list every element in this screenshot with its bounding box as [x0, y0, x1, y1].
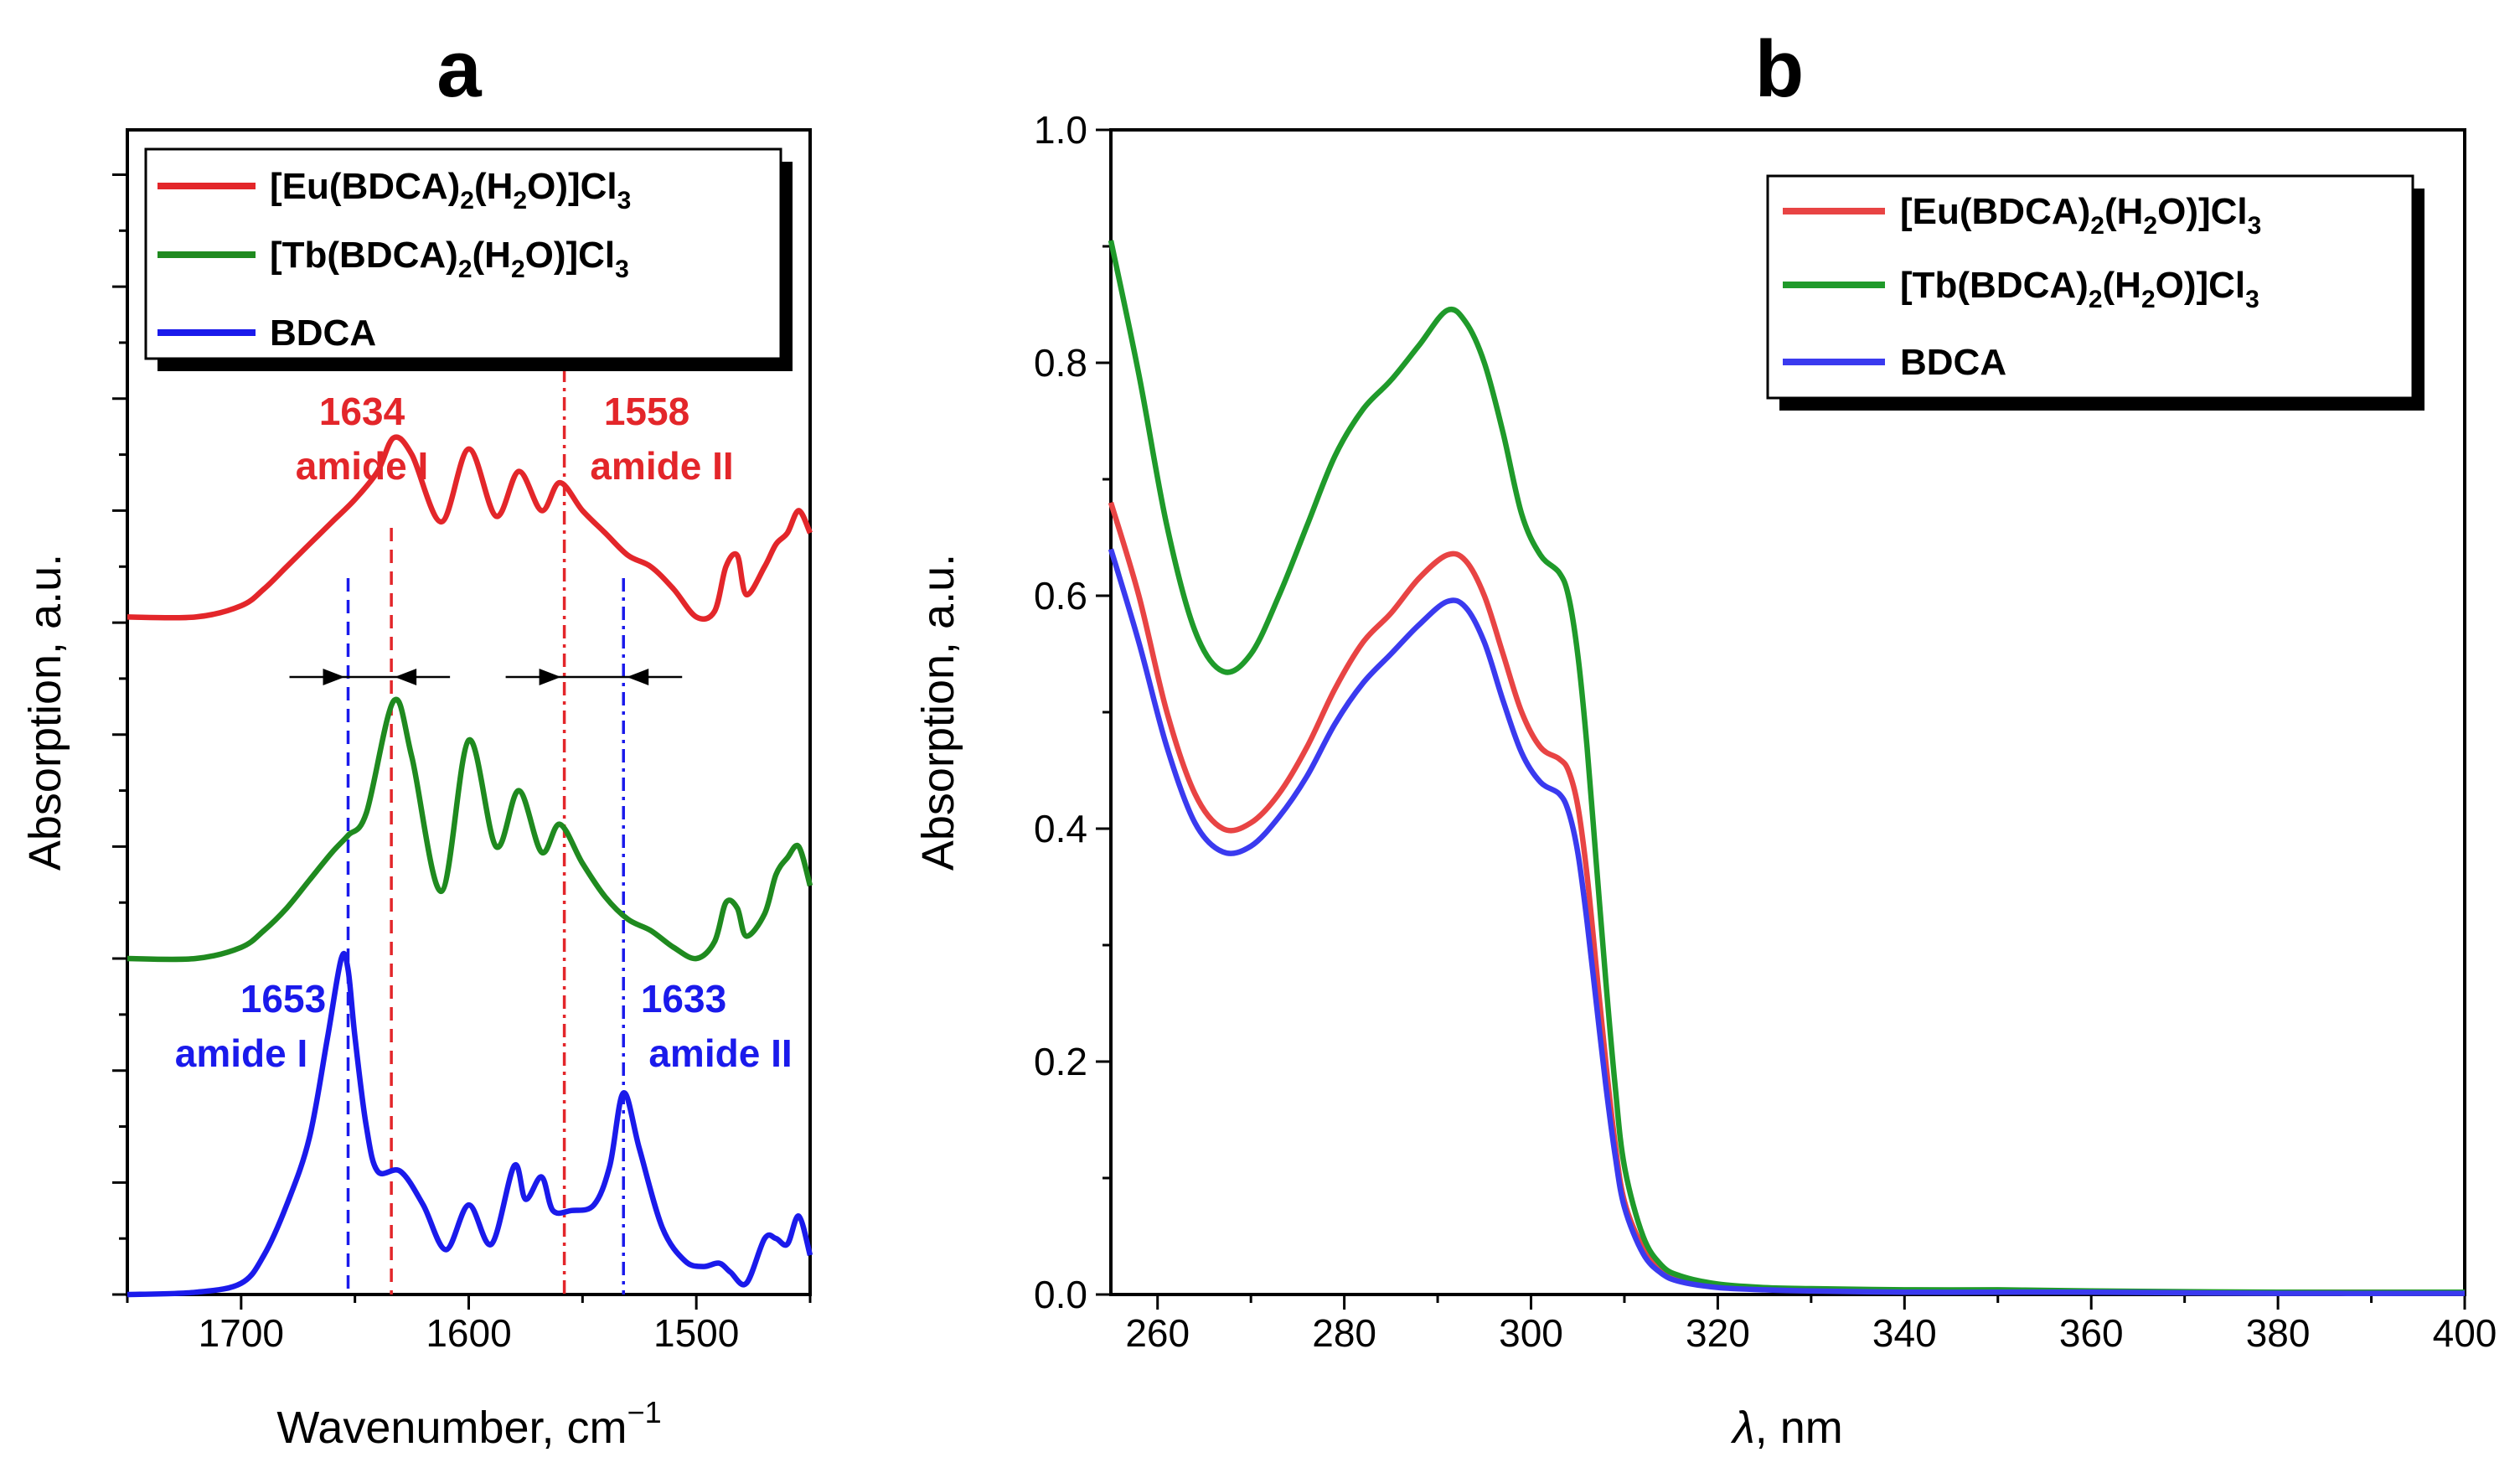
legend-a-label-eu: [Eu(BDCA)2(H2O)]Cl3	[270, 166, 631, 214]
annotation-eu-amide-i-value: 1634	[319, 390, 405, 433]
panel-b-y-ticks: 0.0 0.2 0.4 0.6 0.8 1.0	[1034, 108, 1111, 1316]
annotation-eu-amide-i-label: amide I	[296, 444, 429, 488]
legend-a-label-tb: [Tb(BDCA)2(H2O)]Cl3	[270, 235, 629, 283]
panel-a-legend: [Eu(BDCA)2(H2O)]Cl3 [Tb(BDCA)2(H2O)]Cl3 …	[144, 147, 793, 371]
panel-b-x-tick-label: 300	[1499, 1311, 1563, 1355]
panel-a: a 1700 1600 1500 1634 amide I 1558 amide I…	[20, 24, 813, 1453]
panel-b-y-tick-label: 0.2	[1034, 1040, 1087, 1083]
panel-b-series	[1108, 240, 2466, 1296]
panel-b-x-ticks: 260 280 300 320 340 360 380 400	[1125, 1295, 2497, 1355]
panel-a-series-bdca	[127, 951, 813, 1298]
panel-b-x-axis-title: λ, nm	[1730, 1403, 1843, 1453]
panel-b-y-tick-label: 0.4	[1034, 807, 1087, 850]
panel-b-series-bdca	[1108, 548, 2466, 1296]
panel-b-y-tick-label: 0.8	[1034, 341, 1087, 385]
shift-arrow-2	[505, 669, 683, 685]
panel-a-shift-arrows	[289, 669, 683, 685]
legend-b-label-eu: [Eu(BDCA)2(H2O)]Cl3	[1900, 191, 2261, 240]
panel-a-series	[127, 434, 813, 1298]
legend-b-label-bdca: BDCA	[1900, 342, 2006, 383]
panel-b-x-tick-label: 400	[2433, 1311, 2497, 1355]
panel-b-x-tick-label: 360	[2059, 1311, 2124, 1355]
panel-b-series-eu-bdca-2-h2o-cl3	[1108, 501, 2465, 1295]
annotation-bdca-amide-i-value: 1653	[240, 977, 326, 1021]
annotation-bdca-amide-ii-label: amide II	[648, 1031, 792, 1075]
panel-b-y-tick-label: 0.6	[1034, 574, 1087, 618]
panel-a-x-tick-label: 1600	[426, 1311, 511, 1355]
panel-a-x-axis-title: Wavenumber, cm−1	[276, 1395, 661, 1453]
panel-a-y-ticks	[112, 173, 127, 1296]
shift-arrow-1	[289, 669, 451, 685]
panel-b-y-tick-label: 1.0	[1034, 108, 1087, 152]
annotation-eu-amide-ii-value: 1558	[604, 390, 689, 433]
annotation-bdca-amide-ii-value: 1633	[641, 977, 726, 1021]
panel-a-x-tick-label: 1500	[653, 1311, 739, 1355]
annotation-bdca-amide-i-label: amide I	[175, 1031, 308, 1075]
legend-a-label-bdca: BDCA	[270, 313, 376, 354]
panel-a-x-tick-label: 1700	[199, 1311, 284, 1355]
legend-b-label-tb: [Tb(BDCA)2(H2O)]Cl3	[1900, 265, 2259, 313]
annotation-eu-amide-ii-label: amide II	[590, 444, 733, 488]
panel-b-legend: [Eu(BDCA)2(H2O)]Cl3 [Tb(BDCA)2(H2O)]Cl3 …	[1766, 174, 2424, 411]
panel-b-x-tick-label: 260	[1125, 1311, 1190, 1355]
panel-a-y-axis-title: Absorption, a.u.	[20, 554, 70, 871]
panel-a-series-eu-bdca-2-h2o-cl3	[127, 434, 813, 623]
panel-b-x-tick-label: 340	[1872, 1311, 1937, 1355]
panel-b-y-tick-label: 0.0	[1034, 1273, 1087, 1316]
panel-b-y-axis-title: Absorption, a.u.	[913, 554, 963, 871]
panel-a-label: a	[436, 24, 482, 114]
panel-b-x-tick-label: 280	[1312, 1311, 1376, 1355]
panel-b-x-tick-label: 380	[2246, 1311, 2311, 1355]
panel-b: b 0.0 0.2 0.4 0.6 0.8 1.0 260 280 300 320 340 360 3…	[913, 24, 2497, 1453]
panel-a-x-ticks: 1700 1600 1500	[126, 1295, 812, 1355]
panel-b-label: b	[1755, 24, 1805, 114]
panel-a-series-tb-bdca-2-h2o-cl3	[127, 696, 813, 963]
panel-b-x-tick-label: 320	[1686, 1311, 1750, 1355]
